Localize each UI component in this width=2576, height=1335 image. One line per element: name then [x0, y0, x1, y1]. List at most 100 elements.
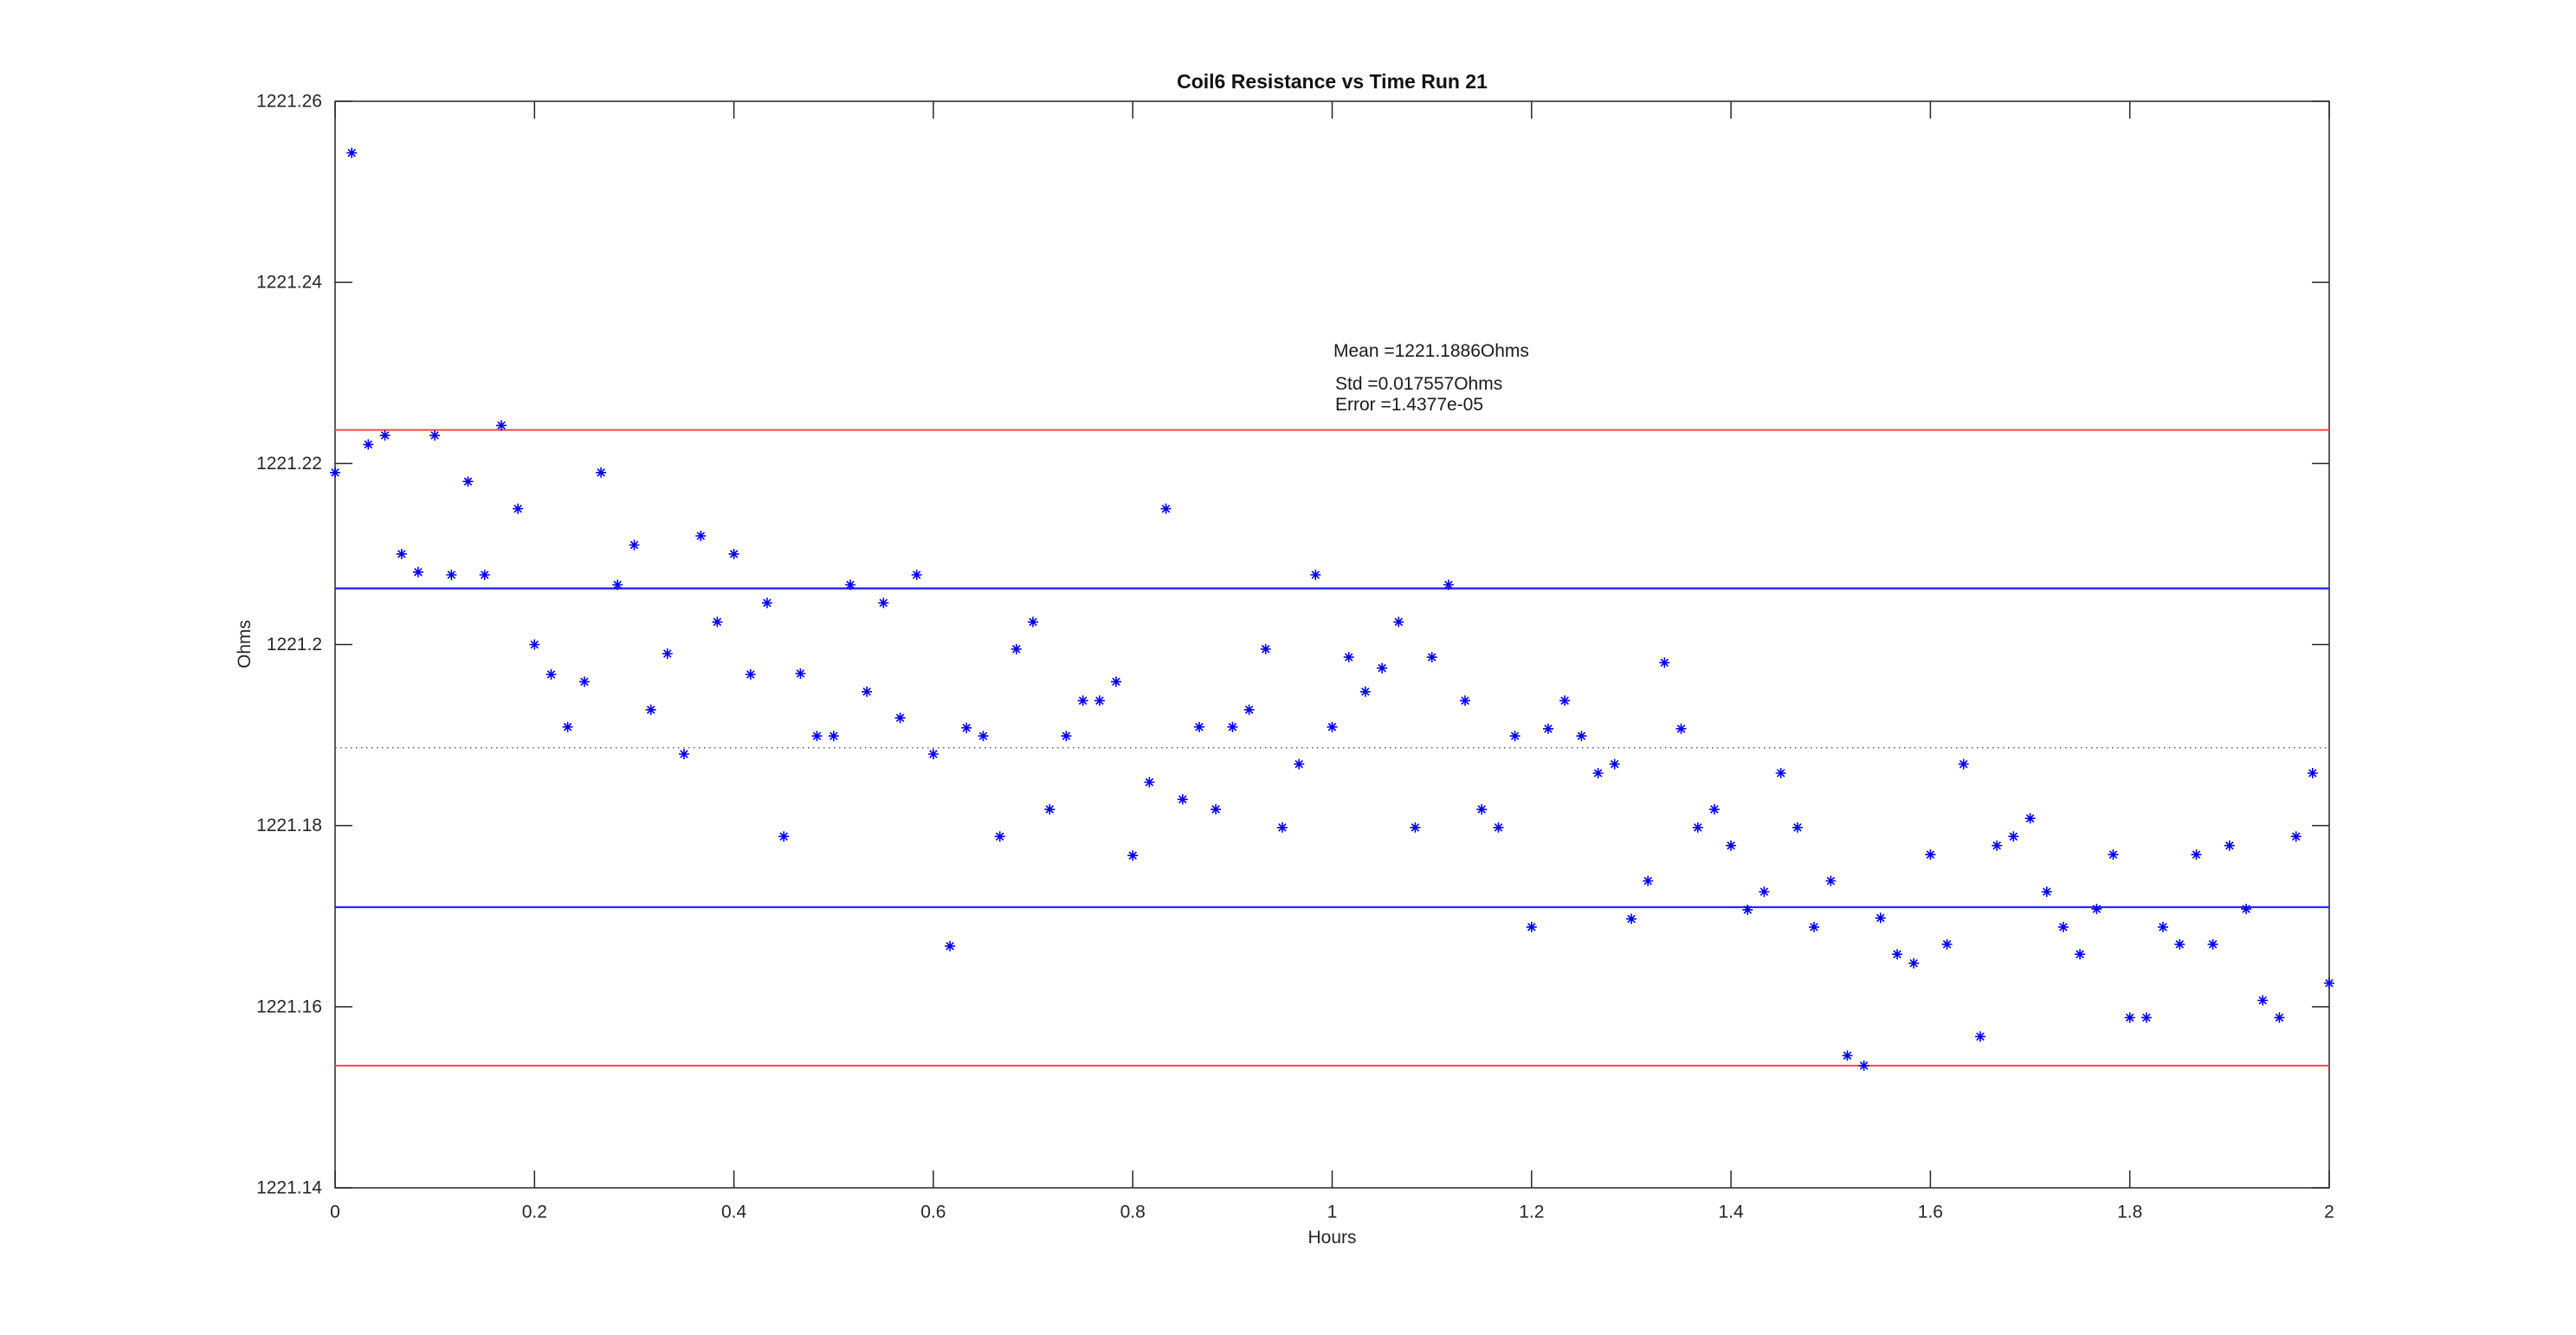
data-point: [2307, 768, 2318, 778]
data-point: [1892, 949, 1903, 960]
data-point: [612, 579, 623, 590]
data-point: [2158, 921, 2168, 932]
data-point: [1692, 822, 1703, 833]
data-point: [1708, 803, 1720, 815]
x-tick-label: 0.2: [522, 1202, 547, 1222]
data-point: [1294, 758, 1305, 770]
data-point: [2075, 949, 2086, 960]
data-point: [412, 566, 423, 577]
data-point: [1792, 822, 1803, 833]
data-point: [1875, 913, 1886, 924]
data-point: [1576, 731, 1587, 742]
x-axis-label: Hours: [1307, 1228, 1357, 1248]
data-point: [811, 731, 823, 742]
data-point: [1426, 652, 1437, 663]
data-point: [562, 721, 573, 732]
data-point: [927, 749, 939, 759]
data-point: [1476, 803, 1488, 815]
data-point: [2241, 903, 2252, 914]
data-point: [761, 597, 772, 609]
data-point: [1643, 875, 1654, 887]
data-point: [1443, 579, 1454, 590]
data-point: [1127, 850, 1139, 861]
y-tick-label: 1221.26: [256, 92, 322, 112]
x-tick-label: 1: [1327, 1202, 1338, 1222]
mean-annotation: Mean =1221.1886Ohms: [1333, 341, 1529, 361]
data-point: [945, 940, 956, 951]
data-point: [1094, 695, 1105, 706]
data-point: [1825, 875, 1837, 887]
data-point: [578, 676, 590, 687]
x-tick-label: 2: [2324, 1202, 2334, 1222]
chart-title: Coil6 Resistance vs Time Run 21: [1177, 70, 1488, 93]
data-point: [1243, 704, 1255, 715]
std-annotation: Std =0.017557Ohms: [1335, 374, 1503, 394]
data-point: [2041, 887, 2052, 897]
data-point: [1359, 686, 1371, 697]
data-point: [1675, 723, 1687, 734]
data-point: [2324, 977, 2334, 989]
data-point: [1493, 822, 1504, 833]
data-point: [1659, 657, 1670, 668]
data-point: [2024, 813, 2036, 824]
data-point: [1759, 887, 1770, 897]
data-point: [2174, 938, 2185, 950]
data-point: [1343, 652, 1354, 663]
y-tick-label: 1221.2: [267, 635, 322, 655]
x-tick-label: 1.2: [1519, 1202, 1544, 1222]
data-point: [1775, 768, 1786, 778]
data-point: [1227, 721, 1238, 732]
data-point: [878, 597, 889, 609]
data-point: [546, 669, 557, 680]
y-tick-label: 1221.24: [256, 273, 322, 293]
data-point: [2108, 849, 2119, 861]
data-point: [429, 429, 441, 441]
y-tick-label: 1221.18: [256, 816, 322, 835]
data-point: [1543, 723, 1553, 734]
data-point: [1377, 662, 1388, 674]
x-tick-label: 0.4: [721, 1202, 747, 1222]
data-point: [1310, 570, 1321, 580]
data-point: [2257, 995, 2269, 1006]
data-point: [2207, 938, 2218, 950]
y-tick-label: 1221.22: [256, 454, 322, 474]
data-point: [1992, 840, 2003, 851]
data-point: [978, 731, 989, 742]
data-point: [2140, 1012, 2152, 1023]
data-point: [462, 476, 474, 487]
data-point: [679, 749, 689, 759]
data-point: [1327, 721, 1338, 732]
y-tick-label: 1221.14: [256, 1178, 322, 1198]
data-point: [728, 548, 739, 559]
x-tick-label: 0.6: [920, 1202, 946, 1222]
x-tick-label: 1.4: [1718, 1202, 1744, 1222]
data-point: [795, 668, 806, 679]
x-tick-label: 0: [330, 1202, 340, 1222]
data-point: [1160, 503, 1172, 514]
data-point: [1941, 938, 1953, 950]
data-point: [1460, 695, 1470, 706]
data-point: [2290, 831, 2302, 842]
data-point: [1958, 758, 1969, 770]
data-point: [1010, 643, 1022, 655]
x-tick-label: 1.8: [2117, 1202, 2142, 1222]
data-point: [479, 570, 490, 580]
data-point: [2057, 921, 2069, 932]
data-point: [1609, 758, 1620, 770]
data-point: [1975, 1031, 1985, 1042]
data-point: [911, 570, 922, 580]
data-point: [695, 531, 707, 541]
x-tick-label: 0.8: [1120, 1202, 1146, 1222]
data-point: [662, 648, 673, 659]
data-point: [529, 639, 540, 650]
data-point: [396, 548, 407, 559]
data-point: [1509, 731, 1520, 742]
data-point: [2091, 903, 2102, 914]
data-point: [363, 439, 374, 450]
y-tick-label: 1221.16: [256, 996, 322, 1016]
data-point: [346, 147, 358, 158]
data-point: [1393, 616, 1404, 628]
data-point: [862, 686, 873, 697]
data-point: [513, 503, 524, 514]
